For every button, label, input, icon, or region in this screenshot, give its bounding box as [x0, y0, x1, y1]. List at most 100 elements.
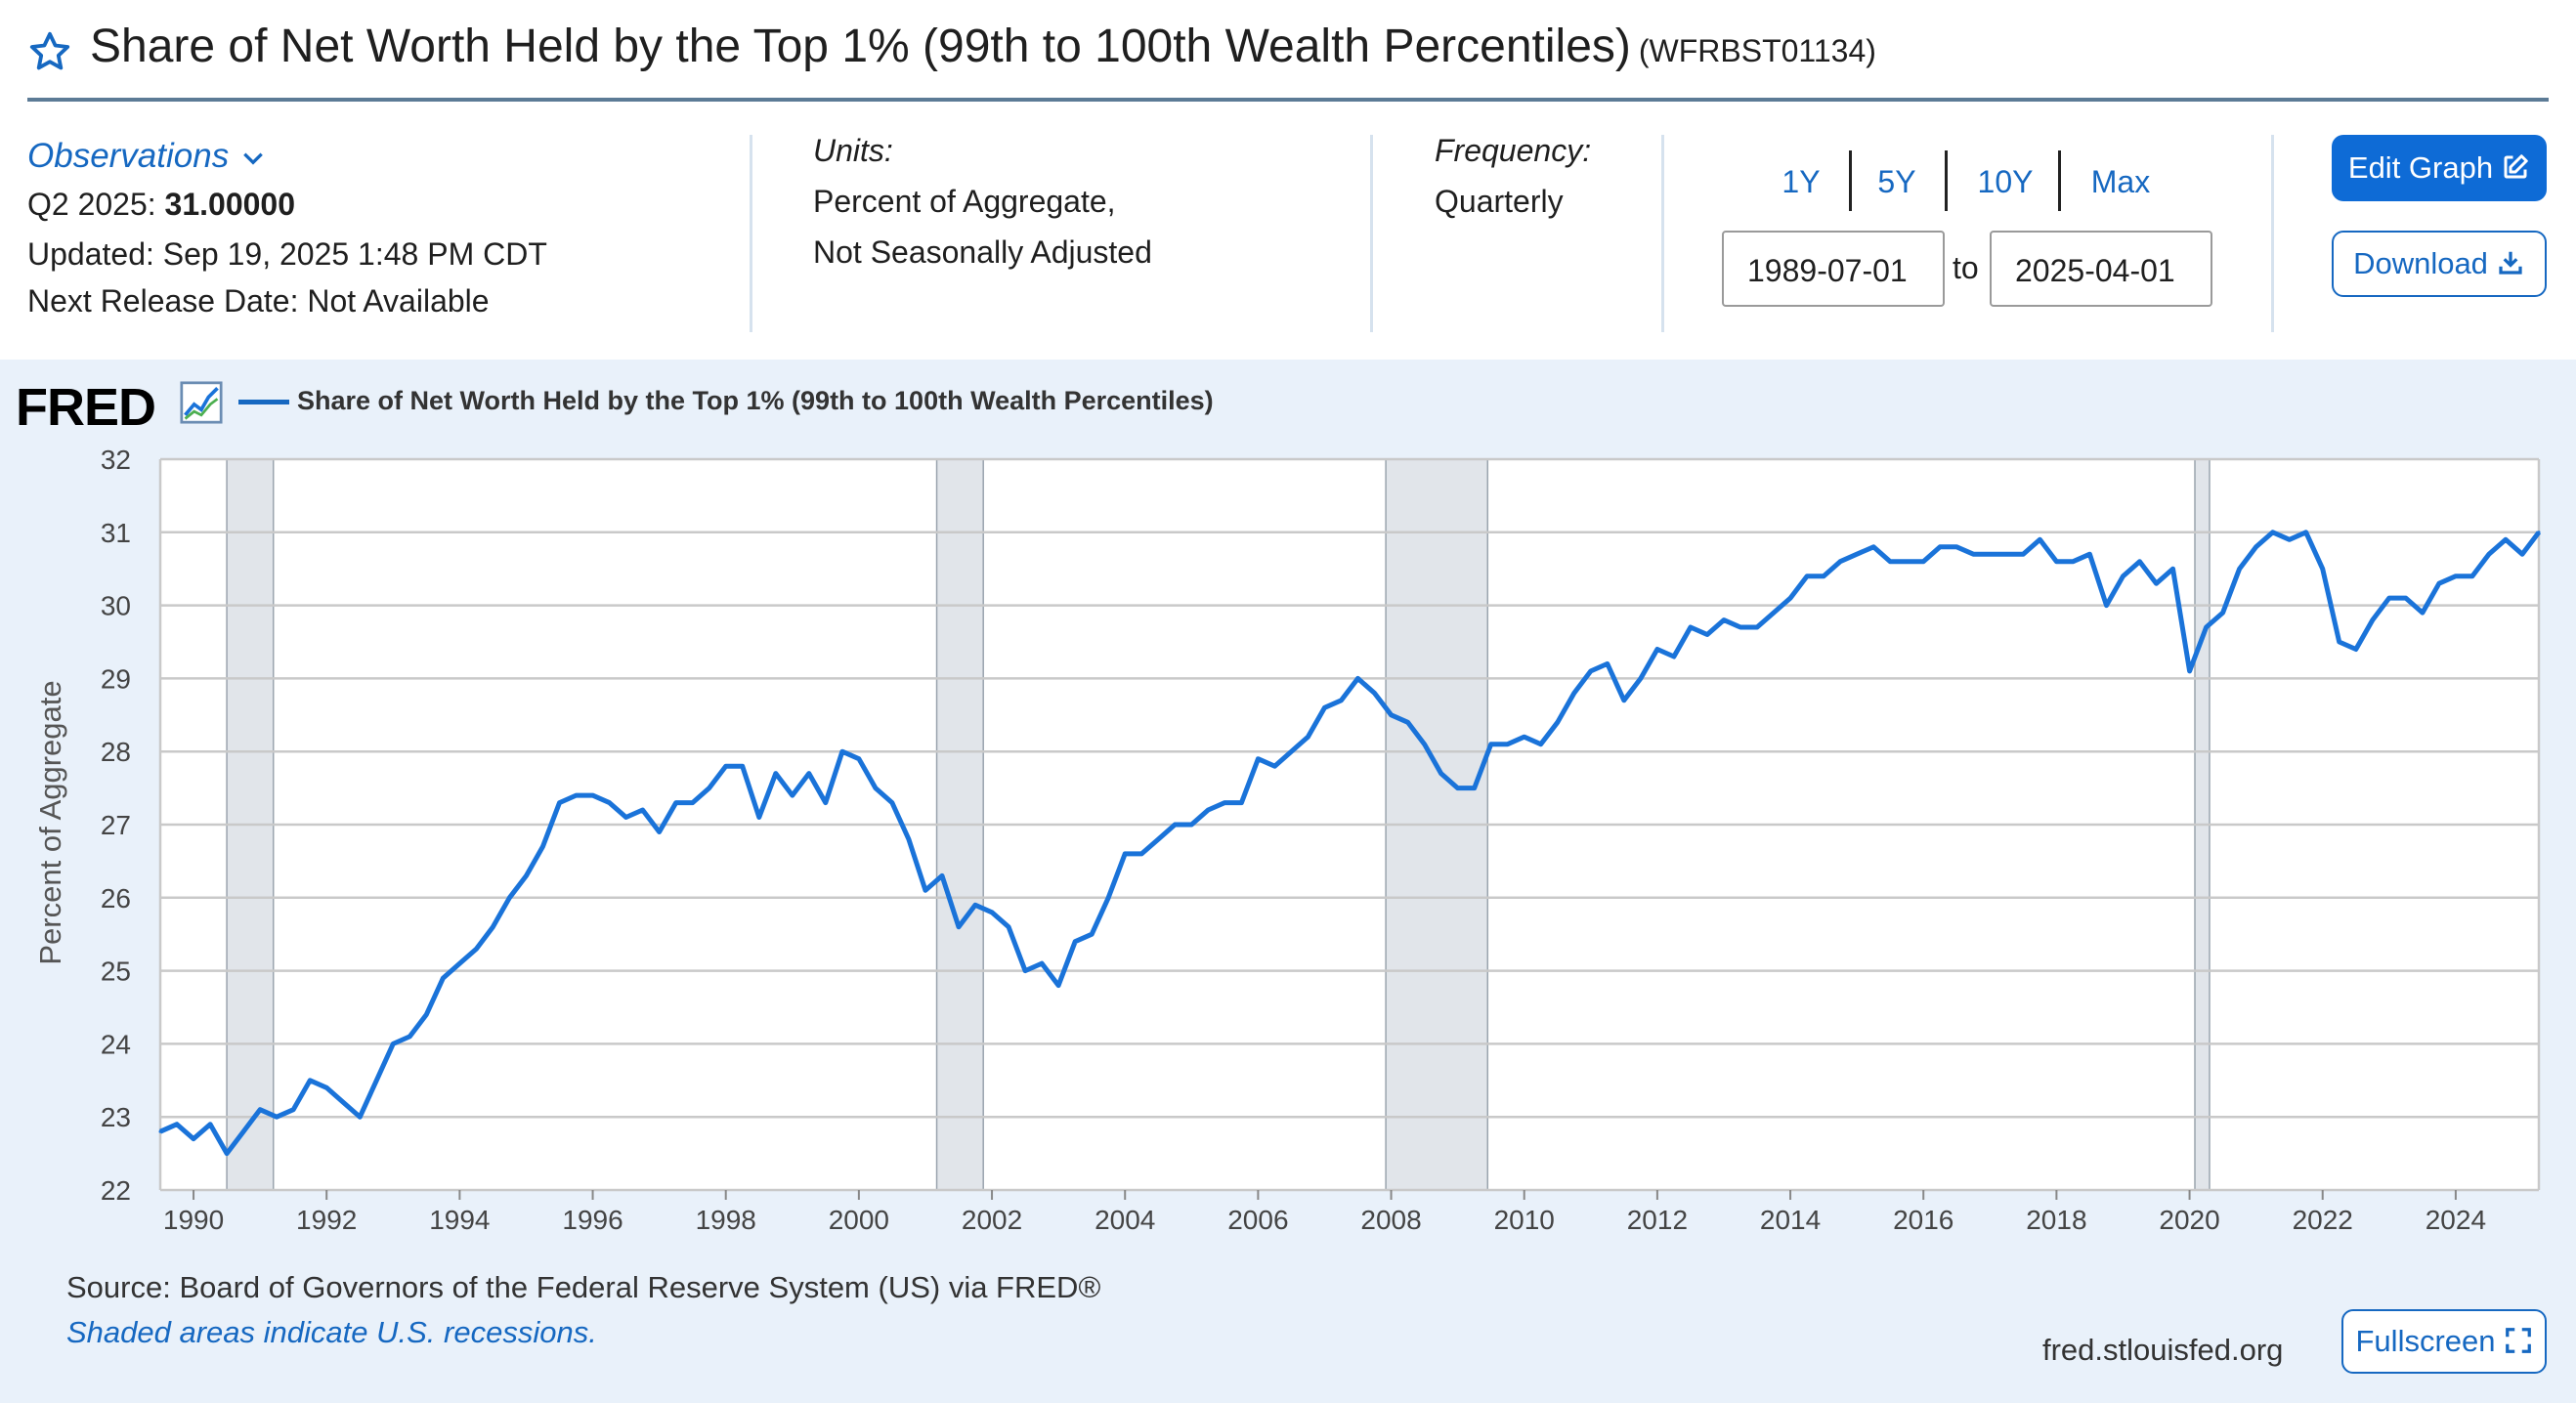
- page-title-text: Share of Net Worth Held by the Top 1% (9…: [90, 21, 1631, 72]
- data-point: [1655, 648, 1659, 651]
- data-point: [1439, 772, 1443, 776]
- range-1y-button[interactable]: 1Y: [1782, 164, 1821, 199]
- edit-graph-button[interactable]: Edit Graph: [2332, 135, 2547, 201]
- y-tick-label: 25: [101, 957, 131, 987]
- data-point: [1838, 560, 1842, 564]
- start-date-input[interactable]: 1989-07-01: [1722, 231, 1945, 307]
- data-point: [2155, 581, 2158, 585]
- y-tick-label: 24: [101, 1029, 131, 1059]
- data-point: [1971, 552, 1975, 556]
- data-point: [1523, 735, 1526, 739]
- data-point: [1822, 574, 1825, 578]
- data-point: [741, 764, 745, 768]
- chevron-down-icon[interactable]: [240, 146, 266, 171]
- data-point: [2354, 648, 2358, 651]
- edit-icon[interactable]: [2501, 152, 2530, 182]
- data-point: [1489, 743, 1493, 746]
- data-point: [1007, 925, 1010, 929]
- data-point: [1954, 545, 1958, 549]
- data-point: [507, 896, 511, 900]
- data-point: [457, 961, 461, 965]
- data-point: [1805, 574, 1809, 578]
- x-tick-label: 1996: [562, 1205, 623, 1235]
- data-point: [957, 925, 961, 929]
- data-point: [2071, 560, 2075, 564]
- y-tick-label: 29: [101, 663, 131, 694]
- data-point: [2437, 581, 2441, 585]
- observations-dropdown[interactable]: Observations: [27, 137, 266, 176]
- series-line[interactable]: [158, 530, 2541, 1157]
- data-point: [840, 749, 844, 753]
- latest-observation-value: 31.00000: [164, 187, 296, 222]
- data-point: [324, 1085, 328, 1089]
- data-point: [591, 793, 594, 797]
- y-tick-label: 22: [101, 1175, 131, 1206]
- edit-graph-label[interactable]: Edit Graph: [2347, 150, 2494, 185]
- data-point: [1572, 691, 1576, 695]
- data-point: [2404, 596, 2408, 600]
- end-date-input[interactable]: 2025-04-01: [1990, 231, 2212, 307]
- data-point: [2205, 625, 2209, 629]
- data-point: [1289, 749, 1293, 753]
- data-point: [1239, 801, 1243, 805]
- data-point: [857, 757, 861, 761]
- data-point: [1506, 743, 1510, 746]
- data-point: [558, 801, 561, 805]
- data-point: [175, 1123, 179, 1127]
- data-points: [158, 531, 2541, 1156]
- data-point: [2504, 537, 2508, 541]
- data-point: [192, 1137, 195, 1141]
- download-button[interactable]: Download: [2332, 231, 2547, 297]
- title-divider: [27, 98, 2549, 102]
- data-point: [1206, 808, 1210, 812]
- x-tick-label: 2000: [829, 1205, 889, 1235]
- data-point: [1323, 705, 1326, 709]
- data-point: [2304, 531, 2308, 534]
- data-point: [1788, 596, 1792, 600]
- fullscreen-button[interactable]: Fullscreen: [2341, 1309, 2547, 1374]
- fred-logo[interactable]: FRED: [16, 378, 156, 437]
- data-point: [1390, 713, 1394, 717]
- data-point: [2171, 567, 2174, 571]
- download-label[interactable]: Download: [2353, 246, 2488, 280]
- data-point: [2021, 552, 2025, 556]
- data-point: [408, 1035, 411, 1039]
- data-point: [874, 787, 878, 790]
- data-point: [1722, 618, 1726, 622]
- range-5y-button[interactable]: 5Y: [1877, 164, 1916, 199]
- info-divider: [750, 135, 752, 332]
- chart-line-icon: [180, 381, 223, 424]
- x-tick-label: 1992: [296, 1205, 357, 1235]
- data-point: [2338, 640, 2341, 644]
- next-release-date: Next Release Date: Not Available: [27, 283, 490, 319]
- star-icon[interactable]: [27, 29, 72, 74]
- data-point: [1406, 720, 1410, 724]
- x-tick-label: 2010: [1494, 1205, 1555, 1235]
- data-point: [641, 808, 645, 812]
- fullscreen-icon[interactable]: [2504, 1326, 2533, 1355]
- data-point: [1306, 735, 1309, 739]
- data-point: [1456, 787, 1460, 790]
- data-point: [424, 1013, 428, 1016]
- range-10y-button[interactable]: 10Y: [1977, 164, 2034, 199]
- data-point: [2105, 604, 2108, 608]
- y-tick-label: 23: [101, 1102, 131, 1132]
- data-point: [308, 1079, 312, 1083]
- data-point: [1106, 896, 1110, 900]
- data-point: [358, 1115, 362, 1119]
- units-line-1: Percent of Aggregate,: [813, 184, 1116, 219]
- range-max-button[interactable]: Max: [2090, 164, 2151, 199]
- x-tick-label: 1994: [429, 1205, 490, 1235]
- observations-label[interactable]: Observations: [27, 137, 230, 175]
- updated-date: Updated: Sep 19, 2025 1:48 PM CDT: [27, 236, 547, 272]
- x-tick-label: 2018: [2026, 1205, 2086, 1235]
- fullscreen-label[interactable]: Fullscreen: [2355, 1324, 2496, 1358]
- x-tick-label: 2022: [2293, 1205, 2353, 1235]
- x-tick-label: 2002: [962, 1205, 1022, 1235]
- data-point: [2221, 611, 2225, 615]
- data-point: [1622, 699, 1626, 702]
- range-divider: [1849, 150, 1852, 211]
- download-icon[interactable]: [2496, 248, 2525, 277]
- x-tick-label: 1998: [696, 1205, 756, 1235]
